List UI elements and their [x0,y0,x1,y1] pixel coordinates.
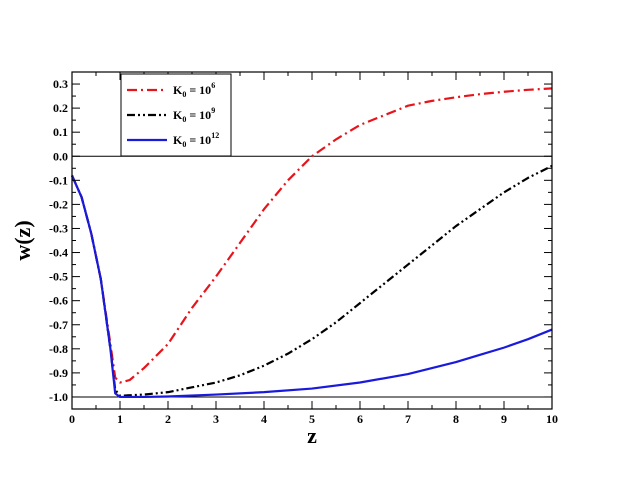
x-tick-label: 2 [165,412,171,426]
y-tick-label: -0.5 [49,270,68,284]
x-tick-label: 7 [405,412,411,426]
x-tick-label: 0 [69,412,75,426]
legend-label-part: = 10 [186,108,211,122]
y-tick-label: -0.9 [49,366,68,380]
y-tick-label: 0.2 [53,101,68,115]
x-tick-label: 3 [213,412,219,426]
y-tick-label: 0.1 [53,125,68,139]
y-tick-label: -0.2 [49,197,68,211]
legend-label-part: K [173,108,183,122]
legend-label-part: 0 [182,90,186,99]
x-tick-label: 8 [453,412,459,426]
x-axis-title: z [307,423,317,448]
x-tick-label: 4 [261,412,267,426]
legend-label-part: = 10 [186,83,211,97]
x-tick-label: 5 [309,412,315,426]
series-line-3 [70,175,553,399]
y-tick-label: -0.1 [49,173,68,187]
y-tick-label: -0.7 [49,318,68,332]
legend-label-1: K0 = 106 [173,81,215,99]
legend-label-part: 0 [182,115,186,124]
y-tick-label: -0.3 [49,221,68,235]
y-tick-label: 0.0 [53,149,68,163]
y-tick-label: -0.8 [49,342,68,356]
legend-label-part: 9 [211,106,215,115]
x-tick-label: 10 [546,412,558,426]
series-line-1 [70,87,553,384]
y-tick-label: -1.0 [49,390,68,404]
legend-label-part: 12 [211,131,219,140]
x-tick-label: 1 [117,412,123,426]
x-tick-label: 6 [357,412,363,426]
axes: 0 1 2 3 4 5 6 7 8 9 10-1.0-0.9-0.8-0.7-0.6-0.5-0.4… [49,71,558,426]
legend-label-part: 6 [211,81,215,90]
y-axis-title: w(z) [10,220,35,260]
x-tick-label: 9 [501,412,507,426]
legend-label-3: K0 = 1012 [173,131,219,149]
y-tick-label: -0.6 [49,294,68,308]
legend-label-part: = 10 [186,133,211,147]
legend-label-part: K [173,83,183,97]
legend-label-2: K0 = 109 [173,106,215,124]
plot-content [70,87,553,399]
legend-label-part: 0 [182,140,186,149]
y-tick-label: -0.4 [49,246,68,260]
series-line-2 [70,164,553,397]
y-tick-label: 0.3 [53,77,68,91]
legend-label-part: K [173,133,183,147]
